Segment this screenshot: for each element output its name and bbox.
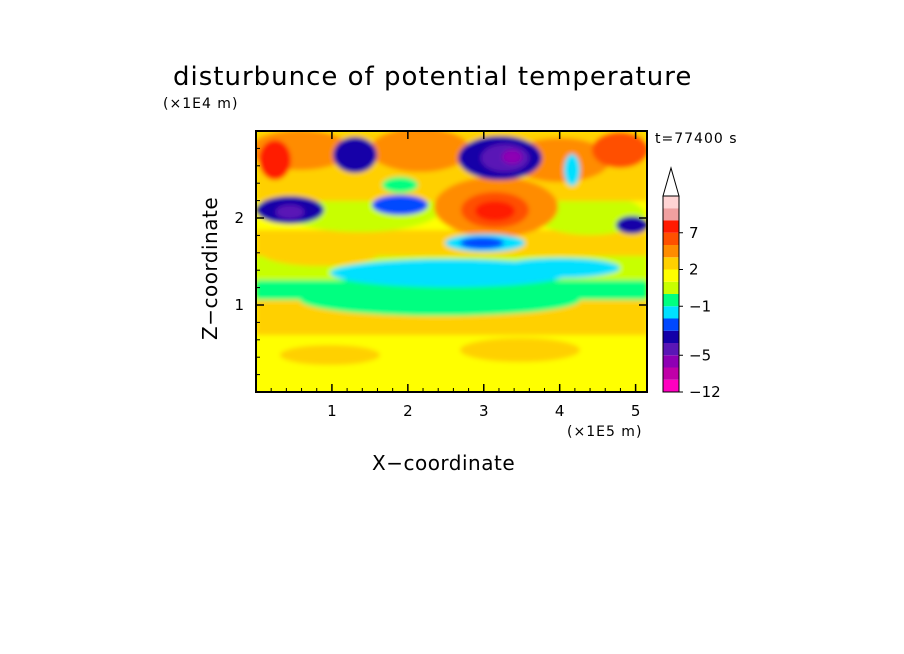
plot-frame [255, 130, 648, 393]
y-unit-label: (×1E4 m) [163, 96, 238, 112]
field-region [460, 237, 504, 249]
colorbar-swatch [663, 220, 679, 233]
field-region [592, 132, 647, 168]
colorbar-label: −1 [689, 297, 711, 315]
field-contours [256, 131, 647, 392]
field-region [333, 137, 377, 173]
x-axis: 1 2 3 4 5 [270, 131, 641, 420]
colorbar-swatch [663, 306, 679, 319]
colorbar-swatch [663, 208, 679, 221]
x-axis-label: X−coordinate [372, 451, 515, 475]
chart-title: disturbunce of potential temperature [173, 62, 692, 92]
colorbar-swatch [663, 257, 679, 270]
x-tick-label: 2 [403, 402, 413, 420]
field-region [475, 201, 515, 221]
x-tick-label: 1 [327, 402, 337, 420]
y-tick-label: 2 [234, 209, 244, 227]
colorbar-swatch [663, 330, 679, 343]
colorbar-label: 2 [689, 261, 699, 279]
colorbar: 7 2 −1 −5 −12 [662, 166, 721, 401]
heatmap-field [256, 131, 647, 392]
colorbar-swatch [663, 355, 679, 368]
colorbar-label: −5 [689, 346, 711, 364]
field-region [300, 284, 580, 316]
field-region [259, 140, 291, 180]
colorbar-swatch [663, 379, 679, 392]
colorbar-label: −12 [689, 383, 721, 401]
colorbar-label: 7 [689, 224, 699, 242]
y-axis: 12 [234, 147, 647, 376]
y-tick-label: 1 [234, 296, 244, 314]
x-tick-label: 4 [555, 402, 565, 420]
field-region [276, 205, 304, 219]
colorbar-swatch [663, 318, 679, 331]
field-region [370, 131, 470, 172]
x-tick-label: 5 [631, 402, 641, 420]
field-region [372, 195, 428, 215]
x-unit-label: (×1E5 m) [567, 424, 642, 440]
x-tick-label: 3 [479, 402, 489, 420]
colorbar-extend-arrow [662, 166, 680, 197]
colorbar-swatch [663, 281, 679, 294]
colorbar-swatch [663, 343, 679, 356]
field-region [280, 345, 380, 365]
colorbar-swatch [663, 232, 679, 245]
colorbar-swatch [663, 367, 679, 380]
colorbar-swatch [663, 245, 679, 258]
colorbar-swatch [663, 294, 679, 307]
time-label: t=77400 s [655, 131, 738, 147]
field-region [616, 216, 647, 234]
field-region [502, 150, 522, 164]
field-region [382, 177, 418, 193]
colorbar-swatch [663, 269, 679, 282]
field-region [564, 154, 580, 186]
y-axis-label: Z−coordinate [198, 197, 222, 340]
colorbar-swatch [663, 196, 679, 209]
field-region [500, 258, 620, 278]
field-region [460, 338, 580, 362]
